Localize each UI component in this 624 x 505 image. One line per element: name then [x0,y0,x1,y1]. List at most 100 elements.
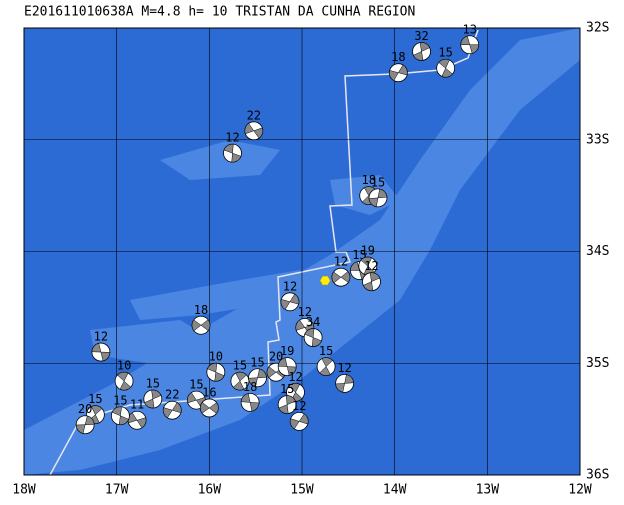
beachball-quadrant [84,415,95,425]
focal-mechanism [303,328,323,347]
beachball-quadrant [389,70,399,81]
depth-label: 32 [414,29,428,43]
depth-label: 15 [113,393,127,407]
y-tick-label: 36S [586,468,609,483]
depth-label: 15 [280,382,294,396]
depth-label: 18 [391,50,405,64]
x-tick-label: 18W [12,483,36,498]
depth-label: 15 [88,392,102,406]
depth-label: 12 [334,255,348,269]
beachball-quadrant [144,398,155,409]
depth-label: 19 [280,344,294,358]
beachball-quadrant [469,44,479,54]
beachball-quadrant [244,123,255,135]
y-tick-label: 34S [586,244,609,259]
beachball-quadrant [285,395,296,405]
beachball-quadrant [100,351,111,362]
beachball-quadrant [257,368,267,379]
beachball-quadrant [223,143,234,154]
focal-mechanism [289,411,309,431]
depth-label: 18 [361,173,375,187]
depth-label: 22 [247,108,261,122]
depth-label: 34 [306,315,320,329]
focal-mechanism [331,267,351,287]
depth-label: 22 [165,388,179,402]
beachball-quadrant [187,392,197,404]
y-tick-label: 33S [586,132,609,147]
beachball-quadrant [397,64,408,76]
beachball-quadrant [335,383,345,393]
depth-label: 15 [146,377,160,391]
beachball-quadrant [289,293,300,305]
depth-label: 12 [364,259,378,273]
depth-label: 12 [298,305,312,319]
beachball-quadrant [362,281,374,291]
beachball-quadrant [295,319,306,331]
beachball-quadrant [304,328,315,338]
focal-mechanism [388,63,408,83]
depth-label: 15 [319,344,333,358]
beachball-quadrant [151,389,162,400]
beachball-quadrant [91,343,102,353]
focal-mechanism [223,143,242,163]
depth-label: 16 [202,385,216,399]
depth-label: 12 [288,370,302,384]
focal-mechanism [412,42,431,61]
beachball-quadrant [419,42,431,52]
x-tick-label: 12W [568,483,592,498]
depth-label: 11 [130,398,144,412]
focal-mechanism [199,398,219,418]
depth-label: 20 [78,402,92,416]
beachball-quadrant [441,67,453,78]
beachball-quadrant [280,299,291,310]
beachball-quadrant [200,319,211,331]
x-tick-label: 17W [105,483,129,498]
beachball-quadrant [111,406,122,417]
focal-mechanism [114,371,134,391]
focal-mechanism [91,342,111,362]
focal-mechanism [186,390,206,410]
beachball-quadrant [278,404,289,414]
beachball-quadrant [277,357,288,367]
beachball-quadrant [91,405,103,416]
frame [23,27,581,476]
beachball-quadrant [235,371,247,382]
focal-mechanism [436,58,456,78]
depth-label: 15 [189,378,203,392]
beachball-quadrant [163,407,173,419]
focal-mechanism [230,371,250,391]
beachball-quadrant [286,366,297,376]
focal-mechanism [143,389,163,409]
beachball-quadrant [360,256,373,267]
beachball-quadrant [321,357,333,368]
beachball-quadrant [460,35,471,46]
depth-label: 12 [283,279,297,293]
depth-label: 19 [361,244,375,258]
beachball-quadrant [438,59,450,69]
focal-mechanism [460,35,480,55]
beachball-quadrant [75,424,86,434]
focal-mechanism [110,406,130,426]
beachball-quadrant [240,393,251,403]
beachball-quadrant [413,51,424,61]
y-tick-label: 35S [586,356,609,371]
beachball-quadrant [136,417,147,429]
beachball-quadrant [344,374,354,384]
x-tick-label: 13W [476,483,500,498]
beachball-quadrant [249,402,260,412]
beachball-quadrant [319,366,331,376]
title: E201611010638A M=4.8 h= 10 TRISTAN DA CU… [24,5,415,20]
focal-mechanism [277,395,297,414]
depth-label: 12 [337,361,351,375]
focal-mechanism [206,362,226,382]
beachball-quadrant [377,188,388,199]
y-tick-label: 32S [586,21,609,36]
beachball-quadrant [119,380,132,391]
focal-mechanism [335,373,355,393]
focal-mechanism [127,410,147,430]
beachball-quadrant [171,402,182,414]
focal-mechanism [244,121,264,141]
depth-label: 15 [250,355,264,369]
focal-mechanism [358,256,378,276]
